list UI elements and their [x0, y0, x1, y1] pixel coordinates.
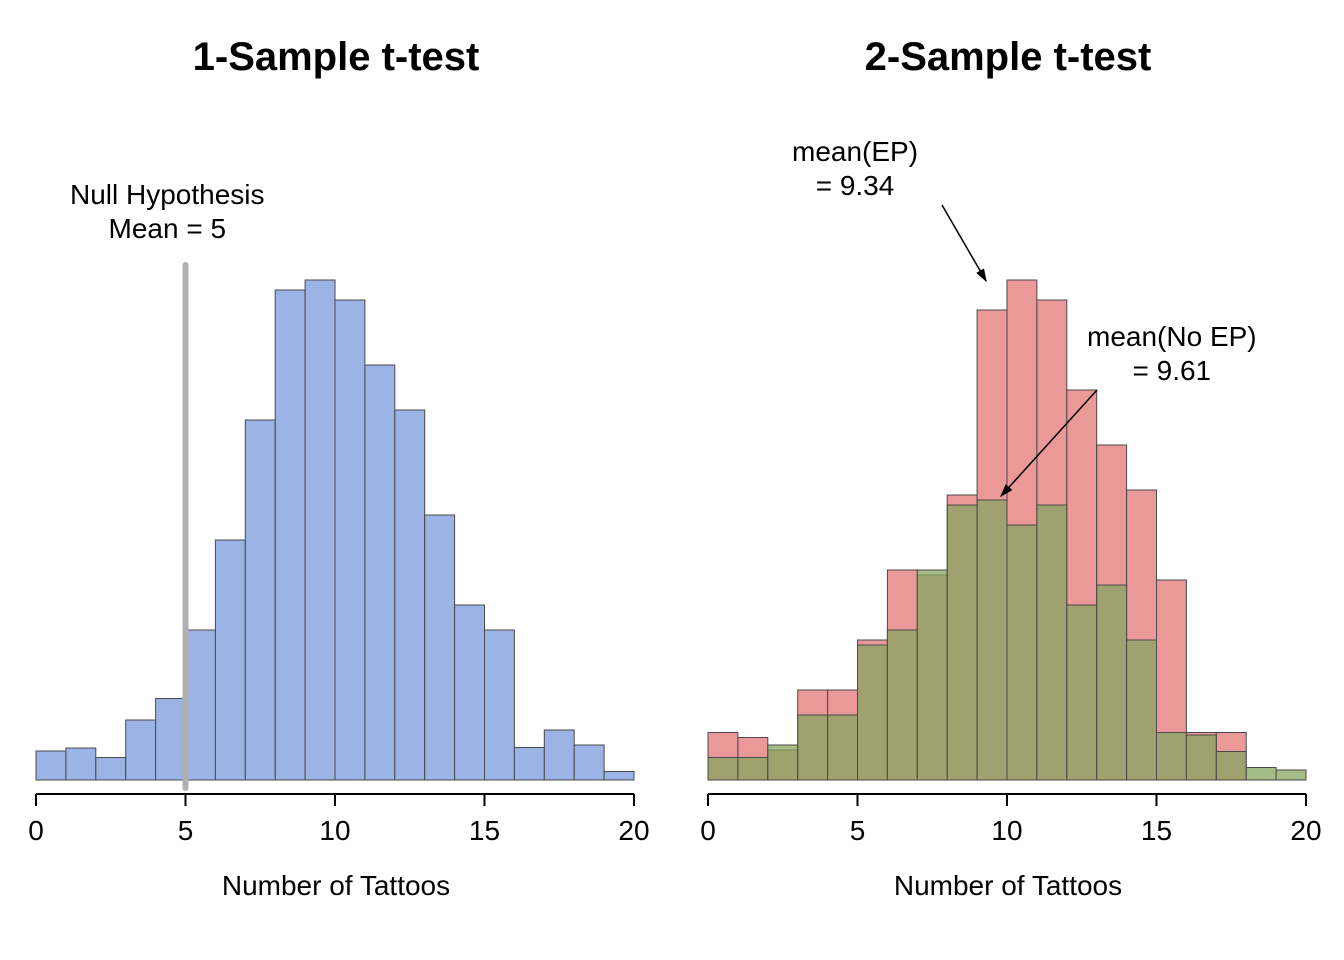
annot-r1-line1: mean(EP): [792, 136, 918, 167]
annot-r2-line1: mean(No EP): [1087, 321, 1257, 352]
svg-text:15: 15: [469, 815, 500, 846]
right-xlabel: Number of Tattoos: [672, 870, 1344, 902]
right-panel: 2-Sample t-test 0 5 10 15 20 Number of Tatto…: [672, 0, 1344, 960]
svg-text:10: 10: [319, 815, 350, 846]
annot-r1-line2: = 9.34: [816, 170, 895, 201]
figure-container: 1-Sample t-test 0 5 10 15 20 Number of Tatto…: [0, 0, 1344, 960]
mean-noep-annotation: mean(No EP) = 9.61: [1087, 320, 1257, 387]
svg-text:5: 5: [178, 815, 194, 846]
svg-text:10: 10: [991, 815, 1022, 846]
annot-line2: Mean = 5: [109, 213, 227, 244]
svg-text:5: 5: [850, 815, 866, 846]
left-histogram: 05101520: [36, 280, 634, 850]
left-panel: 1-Sample t-test 0 5 10 15 20 Number of Tatto…: [0, 0, 672, 960]
svg-text:20: 20: [1290, 815, 1321, 846]
svg-text:20: 20: [618, 815, 649, 846]
svg-text:15: 15: [1141, 815, 1172, 846]
right-title: 2-Sample t-test: [672, 35, 1344, 80]
mean-ep-annotation: mean(EP) = 9.34: [792, 135, 918, 202]
left-title: 1-Sample t-test: [0, 35, 672, 80]
null-hypothesis-annotation: Null Hypothesis Mean = 5: [70, 178, 265, 245]
annot-r2-line2: = 9.61: [1132, 355, 1211, 386]
left-xlabel: Number of Tattoos: [0, 870, 672, 902]
annot-line1: Null Hypothesis: [70, 179, 265, 210]
svg-text:0: 0: [28, 815, 44, 846]
svg-text:0: 0: [700, 815, 716, 846]
